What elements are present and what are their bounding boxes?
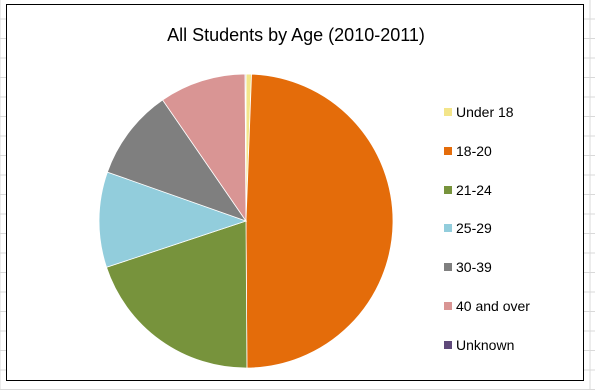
pie-slice-40-and-over[interactable] [162,73,247,223]
chart-area[interactable]: All Students by Age (2010-2011) Under 18… [6,4,584,381]
legend-item: Unknown [444,335,514,355]
pie-slice-unknown[interactable] [244,73,247,222]
legend-label: 21-24 [456,181,492,198]
legend-label: 30-39 [456,259,492,276]
legend-swatch [444,224,452,233]
legend-swatch [444,108,452,116]
pie-slice-18-20[interactable] [245,73,394,369]
legend-item: 25-29 [444,218,492,238]
legend-item: Under 18 [444,102,514,122]
chart-legend: Under 18 18-20 21-24 25-29 30-39 40 and over U… [444,102,574,367]
legend-label: Under 18 [456,104,514,120]
pie-slices [98,73,394,369]
legend-label: Unknown [456,336,515,353]
legend-swatch [444,340,452,349]
legend-item: 30-39 [444,257,492,277]
legend-swatch [444,146,452,155]
pie-slice-25-29[interactable] [98,171,248,268]
pie-slice-30-39[interactable] [106,99,248,222]
legend-item: 18-20 [444,141,492,161]
legend-swatch [444,302,452,310]
legend-label: 25-29 [456,220,492,237]
pie-chart [98,73,394,369]
legend-item: 21-24 [444,180,492,200]
chart-title: All Students by Age (2010-2011) [167,25,425,45]
legend-item: 40 and over [444,296,530,316]
legend-swatch [444,185,452,194]
legend-swatch [444,263,452,272]
legend-label: 18-20 [456,142,492,159]
legend-label: 40 and over [456,298,530,314]
pie-slice-21-24[interactable] [105,220,248,369]
